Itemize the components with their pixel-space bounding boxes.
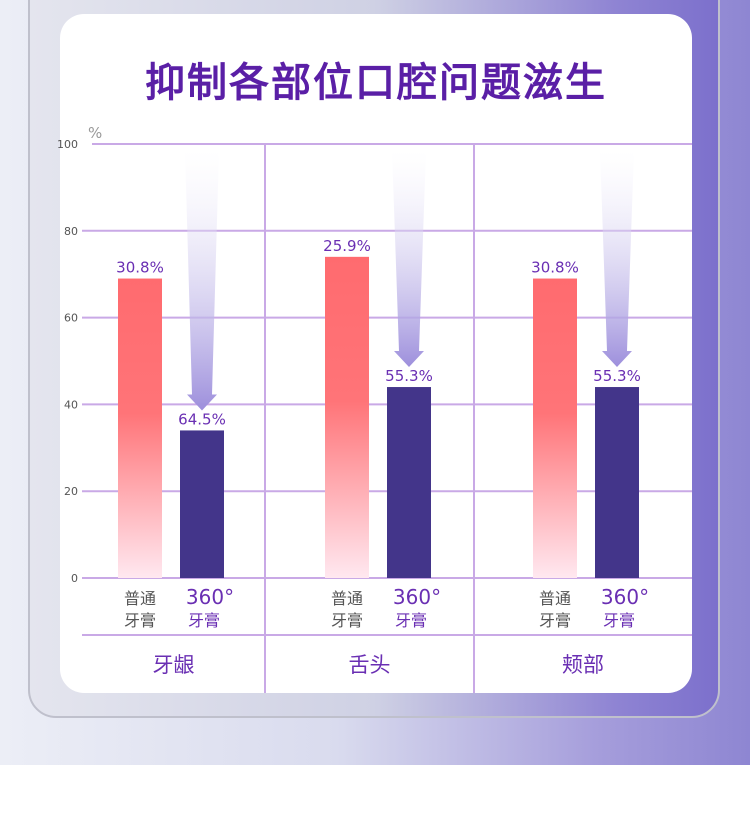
y-axis-unit: % bbox=[88, 124, 102, 142]
bar bbox=[533, 278, 577, 578]
bar-label-line2: 牙膏 bbox=[395, 611, 427, 630]
bar-label-line2: 牙膏 bbox=[603, 611, 635, 630]
bar bbox=[325, 256, 369, 578]
y-tick-label: 80 bbox=[64, 225, 78, 238]
chart-card bbox=[60, 14, 692, 693]
bar-label-line1: 360° bbox=[393, 585, 441, 609]
bar-label-line1: 普通 bbox=[539, 589, 571, 608]
y-tick-label: 60 bbox=[64, 312, 78, 325]
data-label: 30.8% bbox=[531, 259, 579, 277]
bar bbox=[180, 430, 224, 578]
data-label: 25.9% bbox=[323, 237, 371, 255]
y-tick-label: 40 bbox=[64, 398, 78, 411]
y-tick-label: 100 bbox=[57, 138, 78, 151]
y-tick-label: 20 bbox=[64, 485, 78, 498]
bar-label-line2: 牙膏 bbox=[539, 611, 571, 630]
bar-label-line1: 360° bbox=[186, 585, 234, 609]
down-arrow-icon bbox=[392, 150, 426, 368]
bar-label-line2: 牙膏 bbox=[331, 611, 363, 630]
bar bbox=[387, 387, 431, 578]
bar-label-line1: 普通 bbox=[331, 589, 363, 608]
bar-label-line1: 360° bbox=[601, 585, 649, 609]
down-arrow-icon bbox=[185, 150, 219, 411]
chart-title: 抑制各部位口腔问题滋生 bbox=[145, 60, 607, 106]
bar bbox=[118, 278, 162, 578]
bar-label-line2: 牙膏 bbox=[188, 611, 220, 630]
data-label: 30.8% bbox=[116, 259, 164, 277]
y-tick-label: 0 bbox=[71, 572, 78, 585]
bar-label-line2: 牙膏 bbox=[124, 611, 156, 630]
category-label: 牙龈 bbox=[153, 653, 195, 677]
data-label: 55.3% bbox=[385, 367, 433, 385]
data-label: 64.5% bbox=[178, 410, 226, 428]
bar-label-line1: 普通 bbox=[124, 589, 156, 608]
bar bbox=[595, 387, 639, 578]
category-label: 舌头 bbox=[349, 653, 391, 677]
data-label: 55.3% bbox=[593, 367, 641, 385]
down-arrow-icon bbox=[600, 150, 634, 368]
category-label: 颊部 bbox=[562, 653, 604, 677]
